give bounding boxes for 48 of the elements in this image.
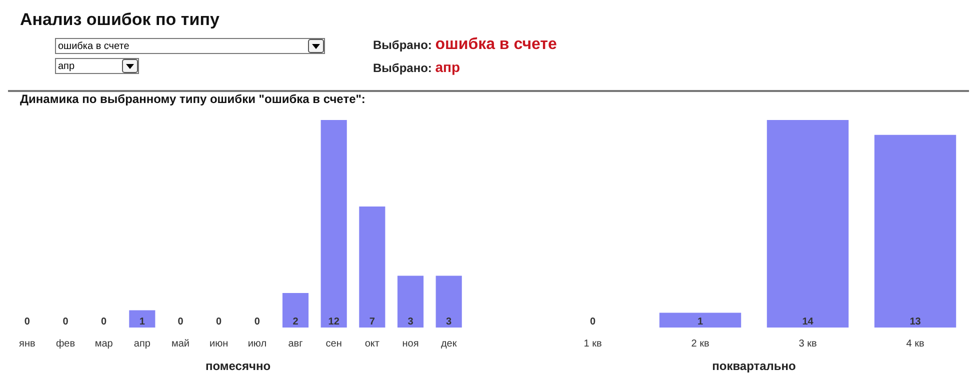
x-tick-label: фев [56, 338, 76, 350]
x-tick-label: ноя [402, 338, 419, 350]
x-tick-label: окт [364, 338, 380, 350]
text: Выбрано: [373, 38, 433, 52]
x-tick-label: мар [94, 338, 114, 350]
bar [282, 293, 309, 328]
bar [397, 276, 424, 328]
text: ошибка в счете [58, 40, 130, 52]
data-label: 0 [254, 316, 260, 328]
bar [320, 120, 347, 328]
x-tick-label: авг [288, 338, 304, 350]
data-label: 0 [101, 316, 108, 328]
x-tick-label: 4 кв [906, 338, 924, 350]
data-label: 3 [446, 316, 452, 328]
text: Анализ ошибок по типу [20, 10, 220, 30]
x-tick-label: апр [134, 338, 151, 350]
text: апр [435, 59, 460, 75]
data-label: 1 [697, 316, 704, 328]
x-tick-label: янв [19, 338, 36, 350]
bar [436, 276, 462, 328]
x-axis-title: поквартально [712, 359, 796, 374]
text: апр [58, 60, 75, 72]
x-tick-label: 2 кв [691, 338, 710, 350]
data-label: 0 [216, 316, 222, 328]
x-tick-label: июл [248, 338, 267, 350]
bar [129, 310, 156, 328]
x-tick-label: дек [440, 338, 458, 350]
x-tick-label: 1 кв [584, 338, 602, 350]
x-tick-label: сен [326, 338, 342, 350]
data-label: 12 [328, 316, 340, 328]
chart-title: Динамика по выбранному типу ошибки "ошибка в счете": [19, 92, 366, 108]
data-label: 0 [24, 316, 30, 328]
data-label: 2 [292, 316, 299, 328]
data-label: 13 [910, 316, 922, 328]
data-label: 0 [178, 316, 184, 328]
data-label: 3 [408, 316, 414, 328]
x-tick-label: 3 кв [798, 338, 817, 350]
bar [359, 206, 386, 328]
text: ошибка в счете [435, 36, 557, 53]
data-label: 0 [62, 316, 69, 328]
data-label: 1 [139, 316, 146, 328]
x-tick-label: июн [210, 338, 228, 350]
data-label: 14 [802, 316, 814, 328]
x-axis-title: помесячно [205, 359, 271, 374]
x-tick-label: май [171, 338, 190, 350]
data-label: 0 [590, 316, 596, 328]
data-label: 7 [369, 316, 376, 328]
text: Выбрано: [373, 61, 433, 75]
